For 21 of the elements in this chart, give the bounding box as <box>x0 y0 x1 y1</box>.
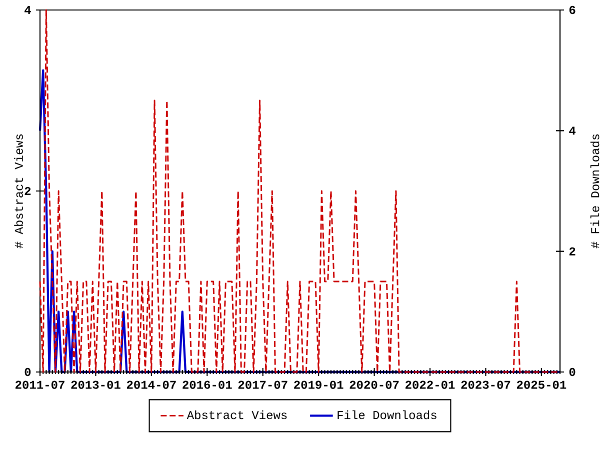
x-tick-label: 2016-01 <box>182 380 232 389</box>
y2-tick-label: 2 <box>569 247 576 256</box>
x-tick-label: 2011-07 <box>16 380 64 389</box>
y2-tick-label: 6 <box>569 6 576 14</box>
x-tick-label: 2022-01 <box>406 380 455 389</box>
x-tick-label: 2019-01 <box>294 380 344 389</box>
y-tick-label: 4 <box>24 6 31 14</box>
x-tick-label: 2023-07 <box>461 380 510 389</box>
legend-label: Abstract Views <box>186 410 287 420</box>
x-tick-label: 2025-01 <box>516 380 566 389</box>
y-tick-label: 2 <box>24 186 31 196</box>
x-tick-label: 2013-01 <box>71 380 120 389</box>
x-tick-label: 2017-07 <box>238 380 288 389</box>
legend-label: File Downloads <box>338 410 436 420</box>
y2-tick-label: 0 <box>569 368 576 376</box>
x-tick-label: 2014-07 <box>126 380 176 389</box>
x-tick-label: 2020-07 <box>350 380 399 389</box>
y2-tick-label: 4 <box>569 126 576 135</box>
y-tick-label: 0 <box>24 368 31 376</box>
y2-axis-title: # File Downloads <box>590 134 600 248</box>
y-axis-title: # Abstract Views <box>14 134 23 248</box>
